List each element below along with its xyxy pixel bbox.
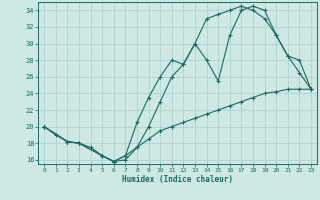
X-axis label: Humidex (Indice chaleur): Humidex (Indice chaleur) — [122, 175, 233, 184]
